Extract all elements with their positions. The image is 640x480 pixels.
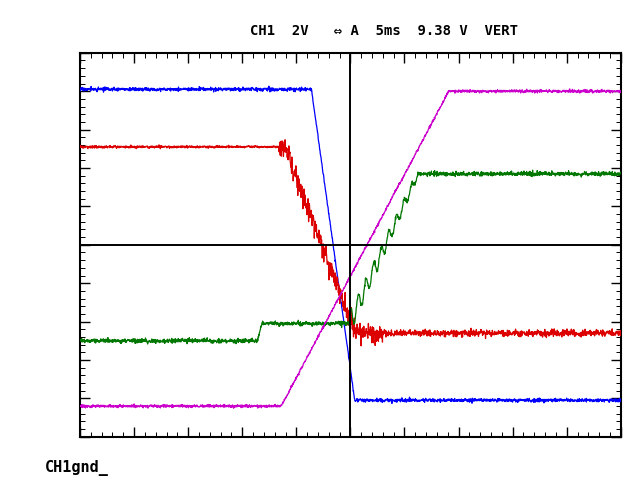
Text: CH1gnd_: CH1gnd_ (45, 460, 109, 476)
Text: CH1  2V   ⇔ A  5ms  9.38 V  VERT: CH1 2V ⇔ A 5ms 9.38 V VERT (250, 24, 518, 38)
